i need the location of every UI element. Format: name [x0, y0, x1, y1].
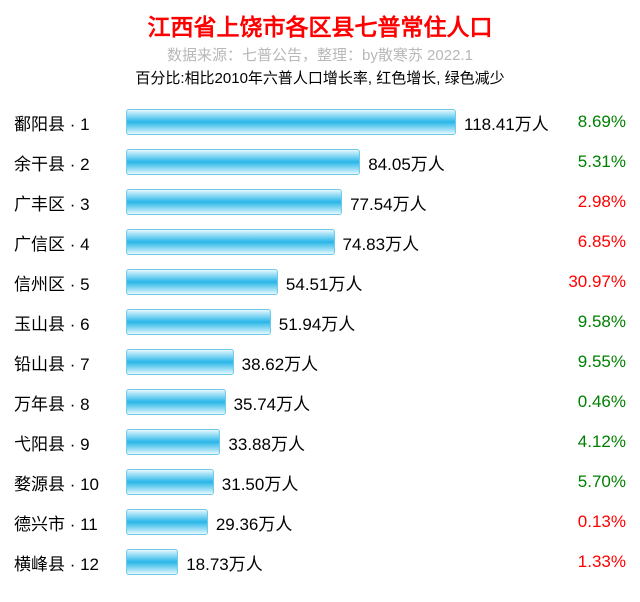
bar — [126, 429, 220, 455]
value-label: 118.41万人 — [464, 110, 549, 135]
bar — [126, 349, 234, 375]
row-label: 铅山县 · 7 — [10, 350, 126, 375]
value-label: 31.50万人 — [222, 470, 299, 495]
value-label: 54.51万人 — [286, 270, 363, 295]
bar-area: 74.83万人 — [126, 222, 456, 262]
bar — [126, 229, 335, 255]
percent-label: 5.70% — [550, 472, 630, 492]
percent-label: 9.58% — [550, 312, 630, 332]
bar — [126, 189, 342, 215]
row-label: 余干县 · 2 — [10, 150, 126, 175]
table-row: 德兴市 · 11 29.36万人 0.13% — [10, 502, 630, 542]
value-label: 77.54万人 — [350, 190, 427, 215]
table-row: 铅山县 · 7 38.62万人 9.55% — [10, 342, 630, 382]
bar-area: 54.51万人 — [126, 262, 456, 302]
bar — [126, 109, 456, 135]
percent-label: 9.55% — [550, 352, 630, 372]
chart-container: 江西省上饶市各区县七普常住人口 数据来源：七普公告，整理：by散寒苏 2022.… — [0, 0, 640, 602]
row-label: 广丰区 · 3 — [10, 190, 126, 215]
percent-label: 1.33% — [550, 552, 630, 572]
value-label: 74.83万人 — [343, 230, 420, 255]
chart-source-line: 数据来源：七普公告，整理：by散寒苏 2022.1 — [10, 44, 630, 65]
value-label: 18.73万人 — [186, 550, 263, 575]
row-label: 信州区 · 5 — [10, 270, 126, 295]
bar-area: 33.88万人 — [126, 422, 456, 462]
table-row: 信州区 · 5 54.51万人 30.97% — [10, 262, 630, 302]
value-label: 84.05万人 — [368, 150, 445, 175]
bar-area: 77.54万人 — [126, 182, 456, 222]
bar — [126, 509, 208, 535]
value-label: 38.62万人 — [242, 350, 319, 375]
chart-rows: 鄱阳县 · 1 118.41万人8.69% 余干县 · 2 84.05万人 5.31% 广… — [10, 102, 630, 582]
table-row: 余干县 · 2 84.05万人 5.31% — [10, 142, 630, 182]
bar-area: 29.36万人 — [126, 502, 456, 542]
bar-area: 118.41万人 — [126, 102, 549, 142]
bar — [126, 149, 360, 175]
table-row: 婺源县 · 10 31.50万人 5.70% — [10, 462, 630, 502]
row-label: 德兴市 · 11 — [10, 510, 126, 535]
bar — [126, 469, 214, 495]
bar-area: 35.74万人 — [126, 382, 456, 422]
table-row: 横峰县 · 12 18.73万人 1.33% — [10, 542, 630, 582]
row-label: 广信区 · 4 — [10, 230, 126, 255]
percent-label: 0.46% — [550, 392, 630, 412]
percent-label: 0.13% — [550, 512, 630, 532]
table-row: 广丰区 · 3 77.54万人 2.98% — [10, 182, 630, 222]
row-label: 横峰县 · 12 — [10, 550, 126, 575]
chart-subtitle: 百分比:相比2010年六普人口增长率, 红色增长, 绿色减少 — [10, 67, 630, 88]
row-label: 婺源县 · 10 — [10, 470, 126, 495]
row-label: 玉山县 · 6 — [10, 310, 126, 335]
table-row: 玉山县 · 6 51.94万人 9.58% — [10, 302, 630, 342]
bar-area: 31.50万人 — [126, 462, 456, 502]
table-row: 弋阳县 · 9 33.88万人 4.12% — [10, 422, 630, 462]
bar — [126, 269, 278, 295]
row-label: 鄱阳县 · 1 — [10, 110, 126, 135]
bar-area: 38.62万人 — [126, 342, 456, 382]
row-label: 万年县 · 8 — [10, 390, 126, 415]
percent-label: 6.85% — [550, 232, 630, 252]
table-row: 万年县 · 8 35.74万人 0.46% — [10, 382, 630, 422]
table-row: 鄱阳县 · 1 118.41万人8.69% — [10, 102, 630, 142]
bar — [126, 389, 226, 415]
value-label: 29.36万人 — [216, 510, 293, 535]
bar — [126, 549, 178, 575]
table-row: 广信区 · 4 74.83万人 6.85% — [10, 222, 630, 262]
bar-area: 18.73万人 — [126, 542, 456, 582]
bar-area: 84.05万人 — [126, 142, 456, 182]
bar — [126, 309, 271, 335]
row-label: 弋阳县 · 9 — [10, 430, 126, 455]
value-label: 35.74万人 — [234, 390, 311, 415]
percent-label: 2.98% — [550, 192, 630, 212]
bar-area: 51.94万人 — [126, 302, 456, 342]
percent-label: 8.69% — [550, 112, 630, 132]
value-label: 51.94万人 — [279, 310, 356, 335]
value-label: 33.88万人 — [228, 430, 305, 455]
percent-label: 30.97% — [550, 272, 630, 292]
chart-title: 江西省上饶市各区县七普常住人口 — [10, 8, 630, 42]
percent-label: 5.31% — [550, 152, 630, 172]
percent-label: 4.12% — [550, 432, 630, 452]
